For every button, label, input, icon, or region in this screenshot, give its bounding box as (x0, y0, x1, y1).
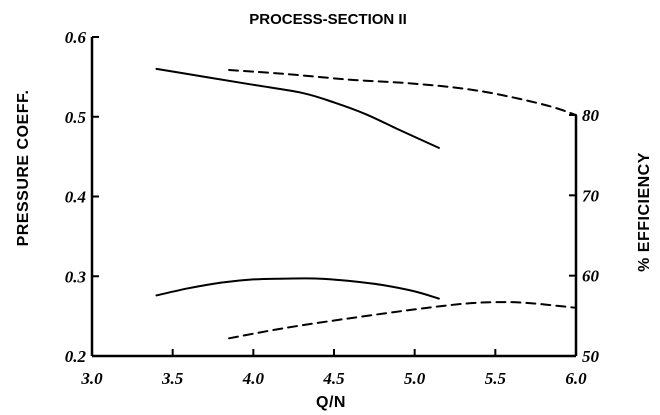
y-axis-left-label: PRESSURE COEFF. (15, 90, 32, 247)
y-left-tick-label: 0.5 (65, 108, 87, 127)
y-right-tick-label: 70 (582, 186, 600, 205)
efficiency-curve-3 (228, 301, 577, 340)
y-left-tick-label: 0.3 (65, 267, 87, 286)
x-tick-label: 3.0 (80, 369, 103, 388)
y-right-tick-label: 60 (582, 267, 600, 286)
x-tick-label: 4.5 (322, 369, 345, 388)
pressure-curve-1 (155, 277, 440, 300)
tick-labels: 3.0 3.5 4.0 4.5 5.0 5.5 6.0 0.2 0.3 0.4 0.5 0.6 50 60… (65, 28, 600, 388)
chart-title: PROCESS-SECTION II (249, 11, 407, 28)
tick-marks (91, 36, 577, 357)
x-tick-label: 3.5 (161, 369, 184, 388)
y-left-tick-label: 0.6 (65, 28, 87, 47)
y-left-tick-label: 0.2 (65, 347, 87, 366)
y-left-tick-label: 0.4 (65, 188, 86, 207)
y-right-tick-label: 80 (582, 106, 600, 125)
axes (90, 37, 578, 358)
x-tick-label: 5.0 (404, 369, 426, 388)
x-axis-label: Q/N (316, 394, 346, 411)
efficiency-curve-2 (228, 69, 577, 116)
x-tick-label: 4.0 (242, 369, 265, 388)
pressure-curve-0 (155, 67, 440, 149)
y-right-tick-label: 50 (582, 347, 600, 366)
x-tick-label: 5.5 (485, 369, 507, 388)
y-axis-right-label: % EFFICIENCY (636, 152, 653, 272)
data-series (155, 67, 577, 340)
x-tick-label: 6.0 (565, 369, 587, 388)
